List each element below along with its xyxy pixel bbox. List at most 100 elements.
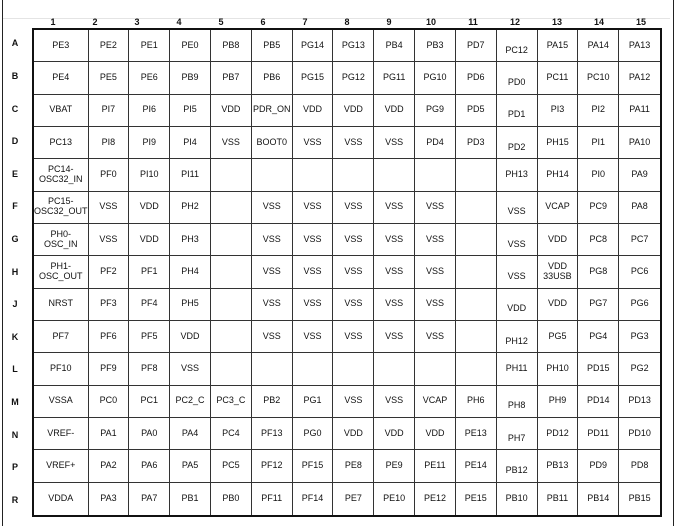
- pin-cell: PD13: [619, 386, 660, 418]
- pin-cell: PA1: [88, 417, 130, 451]
- pin-cell: PC12: [496, 30, 538, 63]
- pin-cell: PF7: [34, 320, 89, 354]
- pin-cell: VDD: [374, 417, 416, 451]
- pin-cell: PE3: [34, 30, 89, 63]
- pin-cell: PC15-OSC32_OUT: [34, 191, 89, 224]
- column-number: 12: [509, 17, 520, 27]
- pin-cell: PF0: [88, 159, 130, 192]
- pin-cell: PB11: [538, 482, 579, 515]
- pin-cell: PA3: [89, 482, 130, 515]
- pin-cell: PG1: [292, 385, 334, 418]
- pin-cell: PB7: [210, 62, 252, 95]
- empty-cell: [455, 288, 497, 321]
- pin-cell: PD11: [578, 417, 620, 451]
- pin-cell: PA13: [619, 30, 660, 63]
- pin-cell: PA15: [537, 30, 579, 63]
- pin-cell: PF14: [293, 482, 334, 515]
- pin-cell: PF8: [129, 353, 171, 386]
- pin-cell: PC1: [129, 385, 171, 418]
- pin-cell: PB6: [251, 62, 293, 95]
- pin-cell: VSS: [292, 288, 334, 321]
- pin-cell: PE9: [374, 450, 416, 483]
- empty-cell: [415, 159, 456, 192]
- pin-cell: VSS: [88, 223, 130, 257]
- row-label: M: [11, 396, 19, 407]
- pin-cell: PD1: [496, 94, 538, 127]
- pin-cell: VSS: [251, 320, 293, 354]
- pin-cell: PB4: [374, 30, 416, 63]
- column-number: 2: [92, 17, 98, 27]
- pin-cell: PH11: [496, 353, 538, 386]
- row-label: C: [11, 103, 19, 114]
- pin-cell: PG8: [578, 256, 620, 289]
- pin-cell: VSS: [333, 385, 375, 418]
- pin-cell: PH9: [537, 385, 579, 418]
- column-number: 3: [134, 17, 140, 27]
- pin-cell: PG14: [292, 30, 334, 63]
- pin-cell: PB2: [251, 385, 293, 418]
- empty-cell: [415, 353, 456, 386]
- pin-cell: PC10: [578, 62, 620, 95]
- pin-cell: PF5: [129, 320, 171, 354]
- pin-cell: PC13: [34, 126, 89, 160]
- empty-cell: [374, 159, 416, 192]
- pin-cell: PG13: [333, 30, 375, 63]
- pin-cell: VDD: [170, 320, 211, 354]
- pin-cell: VDD: [292, 94, 334, 127]
- pin-cell: PE13: [455, 417, 497, 451]
- row-label: A: [11, 38, 19, 49]
- row-label: F: [12, 201, 18, 212]
- row-label: J: [12, 299, 18, 310]
- pin-cell: VDD 33USB: [537, 256, 579, 289]
- empty-cell: [455, 223, 497, 257]
- column-number: 6: [260, 17, 266, 27]
- pin-cell: PH14: [537, 159, 579, 192]
- pin-cell: VSS: [170, 353, 211, 386]
- empty-cell: [251, 159, 293, 192]
- pin-cell: VSS: [415, 288, 456, 321]
- pin-cell: PH15: [537, 126, 579, 160]
- pin-cell: PF1: [129, 256, 171, 289]
- pin-cell: VSS: [374, 191, 416, 224]
- pin-cell: PC7: [619, 224, 660, 257]
- pin-cell: PI8: [88, 126, 130, 160]
- pin-cell: PB1: [170, 482, 211, 515]
- pin-cell: PI1: [578, 126, 620, 160]
- pin-cell: BOOT0: [251, 126, 293, 160]
- pin-cell: PD9: [578, 450, 620, 483]
- pin-cell: PG5: [537, 320, 579, 354]
- pin-cell: PG15: [292, 62, 334, 95]
- pin-cell: PF10: [34, 353, 89, 386]
- pin-cell: PB3: [415, 30, 456, 63]
- empty-cell: [292, 353, 334, 386]
- pin-cell: PA0: [129, 417, 171, 451]
- column-number: 15: [635, 17, 646, 27]
- pin-cell: PE7: [333, 482, 375, 515]
- pin-cell: PG11: [374, 62, 416, 95]
- pin-cell: PG4: [578, 320, 620, 354]
- pin-cell: PI9: [129, 126, 171, 160]
- pin-cell: PG0: [292, 417, 334, 451]
- pin-cell: PA11: [619, 95, 660, 127]
- row-label: L: [12, 364, 18, 375]
- empty-cell: [333, 159, 375, 192]
- pin-cell: VDD: [415, 417, 456, 451]
- pin-cell: PA5: [170, 450, 211, 483]
- ball-map-table: PE3 PE2 PE1 PE0 PB8 PB5 PG14 PG13 PB4 PB3 PD7 PC12 P…: [32, 28, 662, 517]
- pin-cell: VDD: [129, 223, 171, 257]
- pin-cell: VDD: [333, 417, 375, 451]
- pin-cell: PI7: [88, 94, 130, 127]
- pin-cell: PH5: [170, 288, 211, 321]
- pin-cell: PB12: [496, 450, 538, 483]
- row-label: R: [11, 494, 19, 505]
- pin-cell: PB5: [251, 30, 293, 63]
- pin-cell: NRST: [34, 288, 89, 321]
- pin-cell: PC5: [210, 450, 252, 483]
- pin-cell: VDD: [537, 288, 579, 321]
- column-number: 1: [50, 17, 56, 27]
- pin-cell: PD2: [496, 126, 538, 160]
- pin-cell: VSS: [292, 256, 334, 289]
- pin-cell: PE8: [333, 450, 375, 483]
- pin-cell: PG12: [333, 62, 375, 95]
- pin-cell: VCAP: [537, 191, 579, 224]
